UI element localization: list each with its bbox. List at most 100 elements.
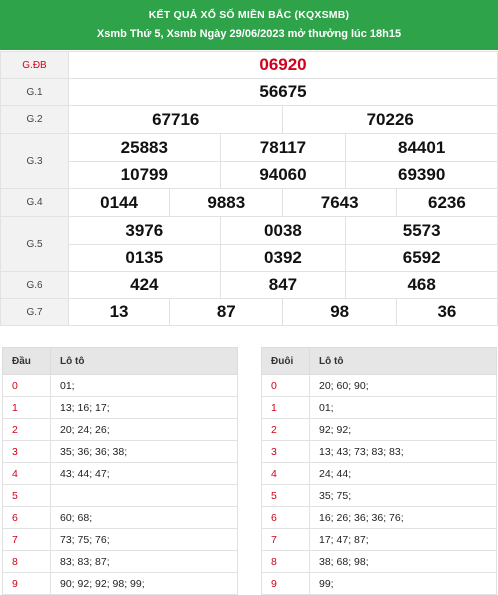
table-row: 5 35; 75; [261, 484, 497, 507]
prize-number: 0144 [67, 188, 171, 217]
prize-number: 424 [68, 271, 221, 299]
prize-number: 10799 [68, 161, 221, 189]
prize-label: G.3 [0, 133, 69, 189]
row-values [50, 484, 238, 507]
prize-number: 36 [395, 298, 498, 326]
row-values: 01; [50, 374, 238, 397]
row-key: 0 [2, 374, 51, 397]
row-key: 5 [2, 484, 51, 507]
row-key: 9 [2, 572, 51, 595]
row-values: 24; 44; [309, 462, 497, 485]
prize-label: G.1 [0, 78, 69, 106]
table-row: 8 38; 68; 98; [261, 550, 497, 573]
prize-label: G.5 [0, 216, 69, 272]
table-row: 2 92; 92; [261, 418, 497, 441]
row-key: 3 [2, 440, 51, 463]
prize-table: G.ĐB 06920 G.1 56675 G.2 67716 70226 G.3… [0, 51, 498, 326]
table-row: 7 73; 75; 76; [2, 528, 238, 551]
row-values: 20; 24; 26; [50, 418, 238, 441]
table-row: 1 01; [261, 396, 497, 419]
table-row: 3 13; 43; 73; 83; 83; [261, 440, 497, 463]
prize-number: 0392 [219, 244, 347, 272]
row-key: 4 [2, 462, 51, 485]
table-row: 9 99; [261, 572, 497, 595]
table-row: 3 35; 36; 36; 38; [2, 440, 238, 463]
prize-row-g4: G.4 0144 9883 7643 6236 [0, 188, 498, 217]
prize-number: 56675 [68, 78, 498, 106]
row-key: 6 [2, 506, 51, 529]
page-title: KẾT QUẢ XỔ SỐ MIỀN BẮC (KQXSMB) [148, 9, 350, 21]
prize-label: G.2 [0, 105, 69, 134]
row-key: 7 [261, 528, 310, 551]
prize-row-g5: G.5 3976 0038 5573 [0, 216, 498, 272]
row-values: 35; 36; 36; 38; [50, 440, 238, 463]
prize-number: 70226 [282, 105, 498, 134]
table-row: 8 83; 83; 87; [2, 550, 238, 573]
row-key: 5 [261, 484, 310, 507]
table-row: 5 [2, 484, 238, 507]
loto-header: Lô tô [309, 347, 497, 375]
table-row: 1 13; 16; 17; [2, 396, 238, 419]
row-key: 9 [261, 572, 310, 595]
row-values: 92; 92; [309, 418, 497, 441]
row-key: 6 [261, 506, 310, 529]
prize-row-g7: G.7 13 87 98 36 [0, 298, 498, 326]
row-values: 90; 92; 92; 98; 99; [50, 572, 238, 595]
row-values: 01; [309, 396, 497, 419]
row-key: 2 [2, 418, 51, 441]
prize-label: G.7 [0, 298, 69, 326]
row-values: 13; 43; 73; 83; 83; [309, 440, 497, 463]
dau-header: Đầu [2, 347, 51, 375]
prize-label: G.6 [0, 271, 69, 299]
prize-number: 6592 [345, 244, 498, 272]
prize-number: 6236 [395, 188, 498, 217]
prize-label: G.ĐB [0, 51, 69, 79]
prize-number: 7643 [282, 188, 397, 217]
prize-number: 25883 [68, 133, 221, 162]
row-values: 99; [309, 572, 497, 595]
row-key: 2 [261, 418, 310, 441]
prize-number: 94060 [219, 161, 347, 189]
prize-number: 87 [169, 298, 284, 326]
prize-row-g3-b: 10799 94060 69390 [1, 161, 498, 189]
table-row: 0 01; [2, 374, 238, 397]
prize-number: 9883 [169, 188, 284, 217]
dau-loto-table: Đầu Lô tô 0 01; 1 13; 16; 17; 2 20; 24; 26;… [2, 347, 238, 595]
row-key: 1 [2, 396, 51, 419]
row-values: 83; 83; 87; [50, 550, 238, 573]
table-row: 6 60; 68; [2, 506, 238, 529]
prize-label: G.4 [0, 188, 69, 217]
table-row: 4 43; 44; 47; [2, 462, 238, 485]
row-values: 13; 16; 17; [50, 396, 238, 419]
row-values: 60; 68; [50, 506, 238, 529]
row-values: 35; 75; [309, 484, 497, 507]
prize-row-g3: G.3 25883 78117 84401 [0, 133, 498, 189]
prize-number: 847 [219, 271, 347, 299]
draw-date-subtitle: Xsmb Thứ 5, Xsmb Ngày 29/06/2023 mở thưở… [96, 28, 402, 40]
row-key: 8 [261, 550, 310, 573]
table-row: 2 20; 24; 26; [2, 418, 238, 441]
prize-number: 84401 [345, 133, 498, 162]
prize-row-g2: G.2 67716 70226 [0, 105, 498, 134]
row-key: 7 [2, 528, 51, 551]
prize-number: 78117 [219, 133, 347, 162]
results-header: KẾT QUẢ XỔ SỐ MIỀN BẮC (KQXSMB) Xsmb Thứ… [0, 0, 498, 50]
prize-number: 69390 [345, 161, 498, 189]
prize-row-g1: G.1 56675 [0, 78, 498, 106]
prize-number: 67716 [67, 105, 284, 134]
row-key: 0 [261, 374, 310, 397]
row-key: 4 [261, 462, 310, 485]
table-row: 4 24; 44; [261, 462, 497, 485]
prize-row-gdb: G.ĐB 06920 [0, 51, 498, 79]
row-values: 73; 75; 76; [50, 528, 238, 551]
prize-row-g6: G.6 424 847 468 [0, 271, 498, 299]
loto-header: Lô tô [50, 347, 238, 375]
prize-number: 5573 [345, 216, 498, 245]
table-row: 7 17; 47; 87; [261, 528, 497, 551]
prize-number: 13 [67, 298, 171, 326]
row-values: 38; 68; 98; [309, 550, 497, 573]
prize-number: 3976 [68, 216, 221, 245]
prize-number: 468 [345, 271, 498, 299]
row-values: 20; 60; 90; [309, 374, 497, 397]
